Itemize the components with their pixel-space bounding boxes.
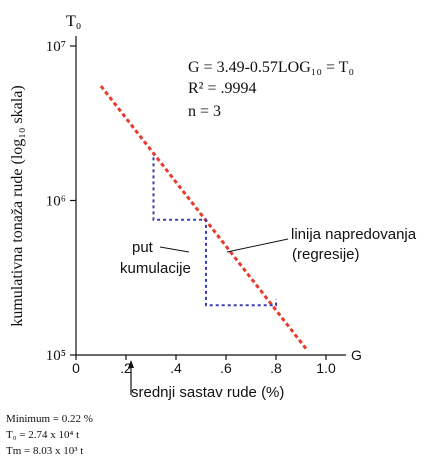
y-ticks: 10⁵ 10⁶ 10⁷ [46,39,76,364]
regression-label-line1: linija napredovanja [291,226,417,243]
path-label-line1: put [132,239,154,256]
r-squared-text: R² = .9994 [188,80,257,97]
x-tick-label: .6 [220,360,232,376]
minimum-marker-arrow [128,360,134,395]
equation-text: G = 3.49-0.57LOG₁₀ = T₀ [188,59,354,76]
y-axis-title: kumulativna tonaža rude (log₁₀ skala) [9,85,26,326]
minimum-marker-head [128,360,134,368]
regression-line [99,85,308,350]
y-tick-label: 10⁷ [46,39,66,55]
y-tick-label: 10⁶ [46,194,66,210]
footnote-t0: T₀ = 2.74 x 10⁴ t [6,429,79,441]
x-tick-label: 0 [72,360,80,376]
x-tick-label: .2 [120,360,132,376]
path-label-line2: kumulacije [120,260,191,277]
y-tick-label: 10⁵ [46,348,66,364]
x-tick-label: .8 [270,360,282,376]
x-ticks: 0 .2 .4 .6 .8 1.0 [72,355,336,376]
cumulation-path-line [152,157,277,307]
x-tick-label: 1.0 [316,360,336,376]
footnote-minimum: Minimum = 0.22 % [6,413,93,425]
n-text: n = 3 [188,103,221,120]
y-axis-top-label: T₀ [66,13,81,30]
x-axis-title: srednji sastav rude (%) [131,384,284,401]
equation-block: G = 3.49-0.57LOG₁₀ = T₀ R² = .9994 n = 3 [188,59,354,120]
regression-label-line2: (regresije) [292,246,360,263]
footnote-tm: Tm = 8.03 x 10³ t [6,445,83,457]
axes [75,36,346,356]
series-group [99,85,308,350]
x-axis-unit-label: G [351,347,362,363]
path-label-leader [159,246,190,253]
regression-label-leader [226,238,289,253]
x-tick-label: .4 [170,360,182,376]
